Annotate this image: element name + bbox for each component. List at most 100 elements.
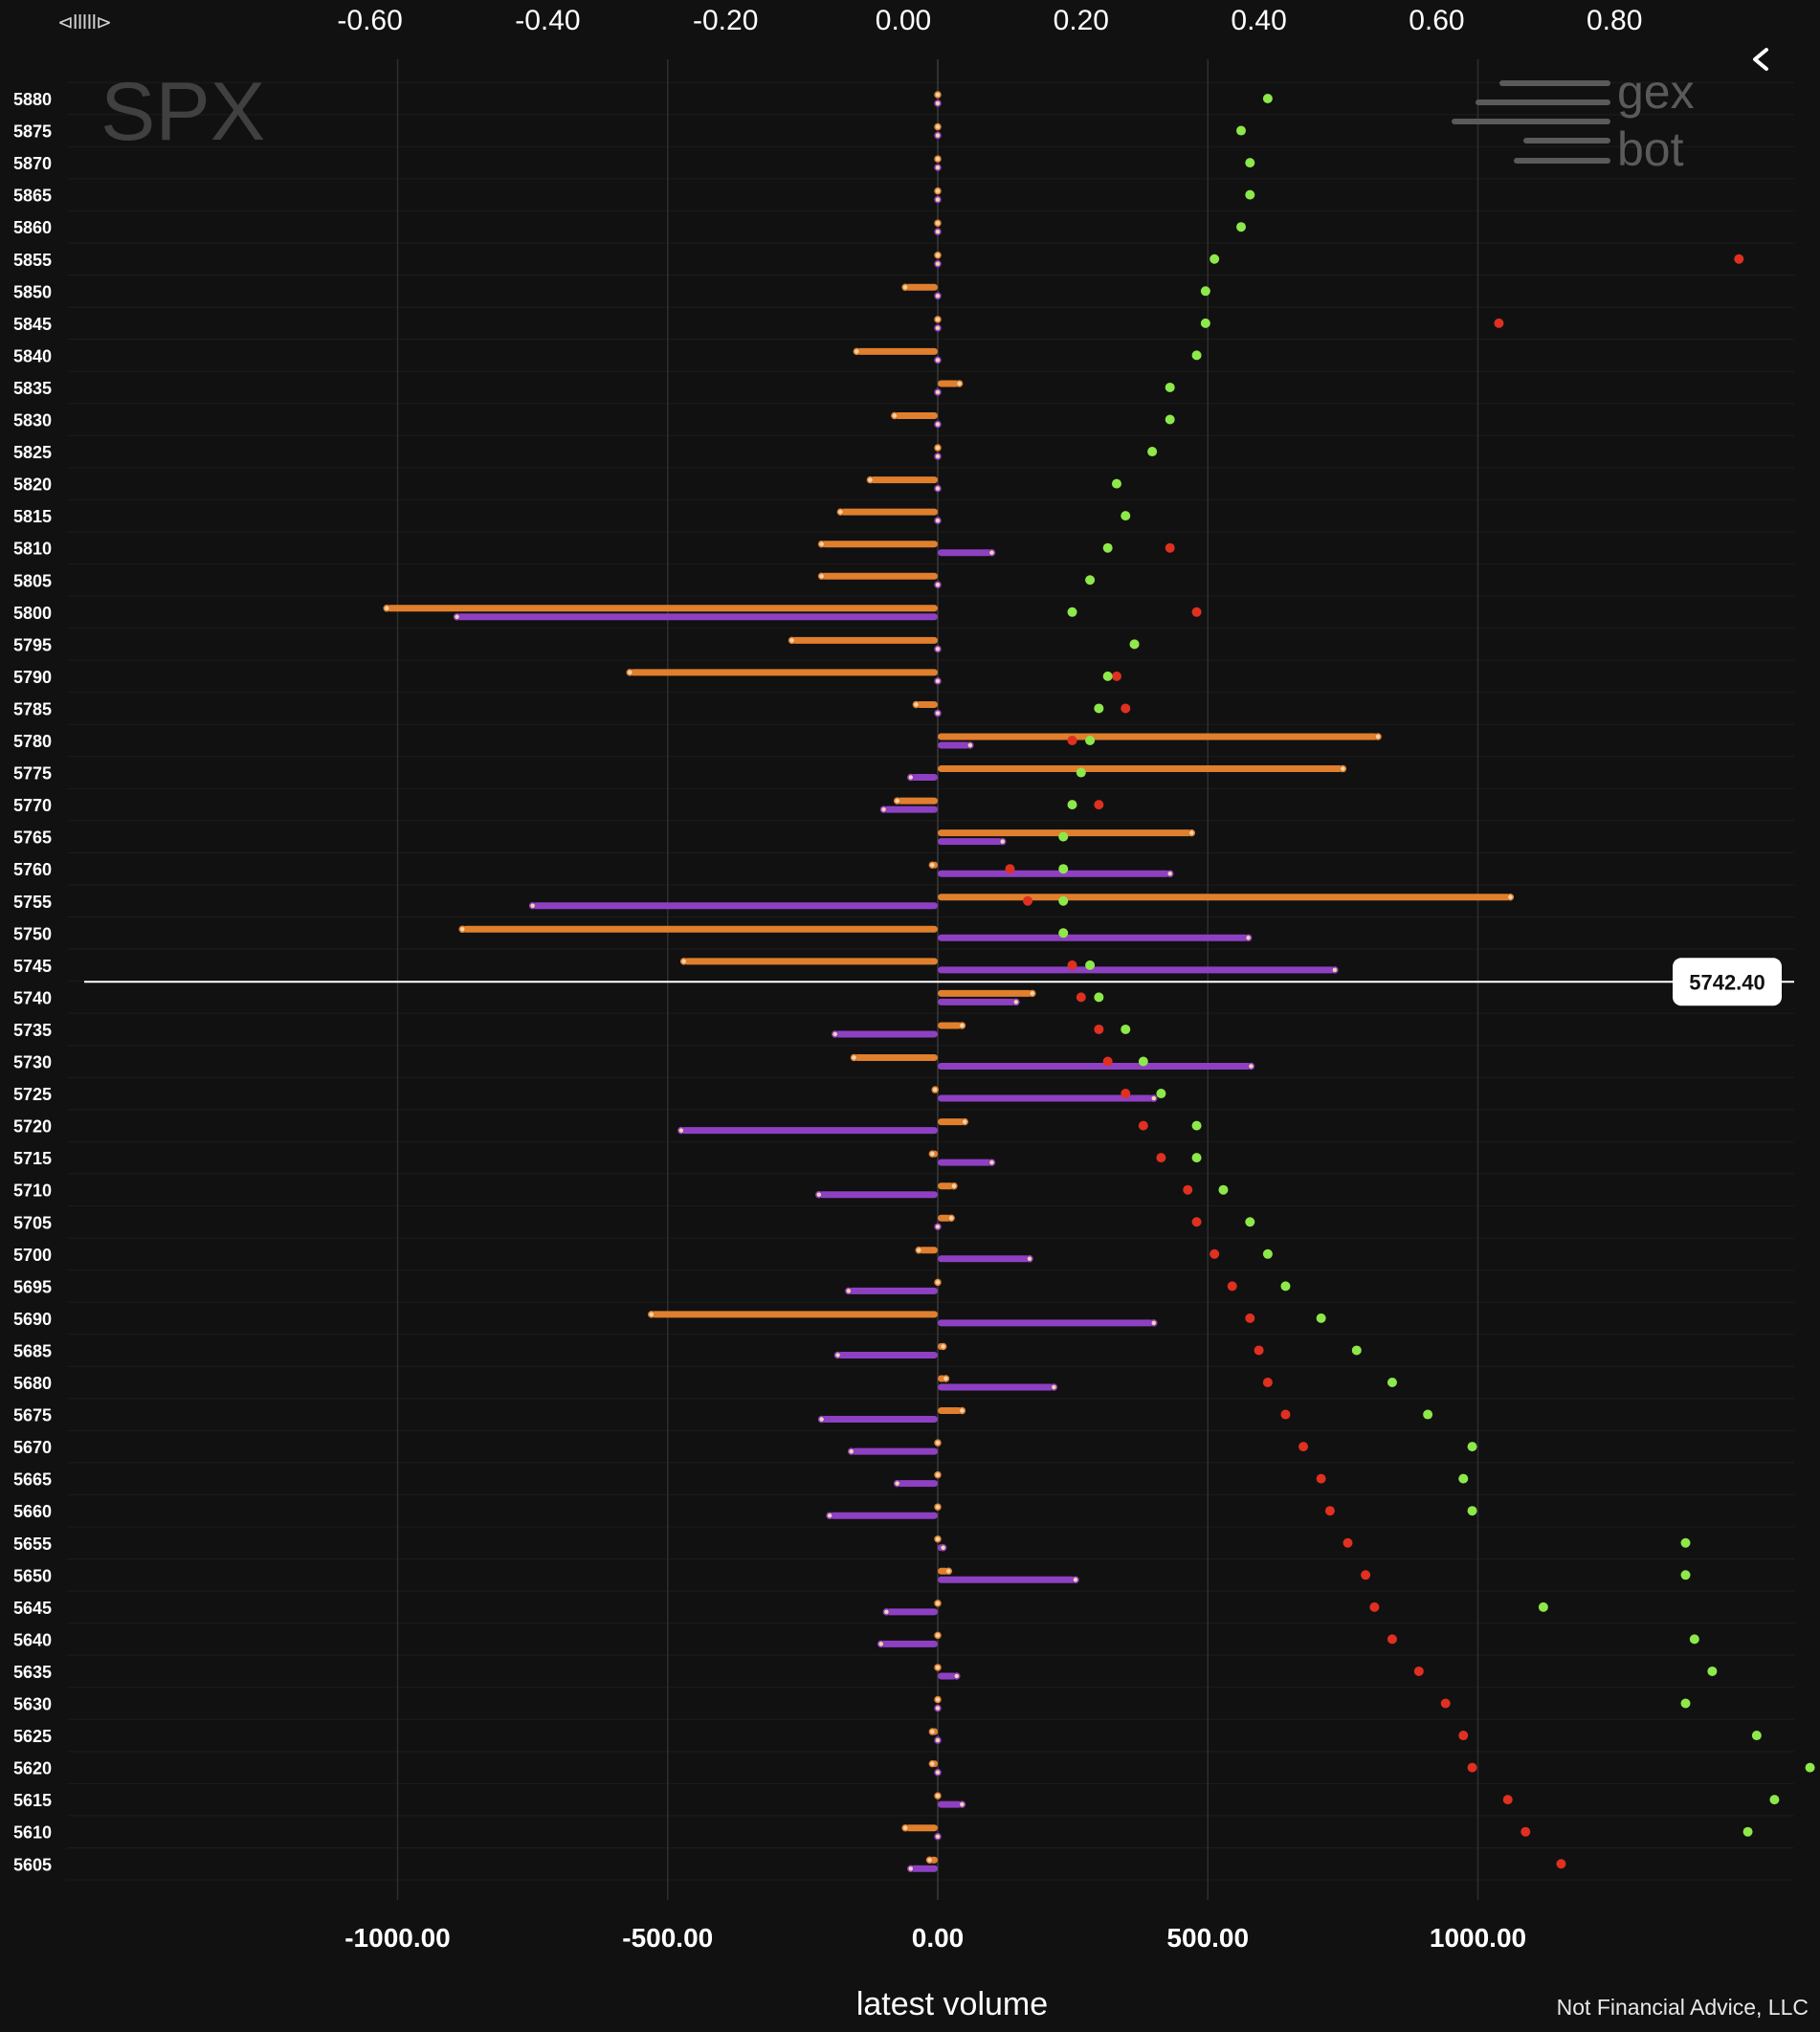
strike-label: 5800: [13, 604, 52, 623]
series-point: [1023, 895, 1033, 906]
series-point: [1165, 382, 1175, 392]
bar-endpoint: [934, 420, 942, 429]
bar-endpoint: [907, 1865, 915, 1872]
bar-endpoint: [934, 1792, 942, 1800]
volume-bar: [938, 1800, 963, 1808]
bar-endpoint: [1072, 1576, 1079, 1584]
bar-endpoint: [877, 1640, 885, 1648]
bar-endpoint: [934, 388, 942, 396]
strike-label: 5690: [13, 1310, 52, 1329]
strike-label: 5625: [13, 1727, 52, 1746]
series-point: [1361, 1570, 1371, 1580]
series-point: [1343, 1537, 1353, 1548]
bar-endpoint: [988, 548, 996, 557]
strike-label: 5640: [13, 1630, 52, 1649]
strike-label: 5605: [13, 1855, 52, 1874]
bar-endpoint: [850, 1053, 858, 1062]
series-point: [1316, 1473, 1326, 1484]
series-point: [1156, 1089, 1166, 1099]
bar-endpoint: [958, 1800, 966, 1808]
series-point: [1058, 831, 1069, 842]
series-point: [1734, 254, 1744, 264]
series-point: [1680, 1537, 1691, 1548]
volume-bar: [830, 1512, 938, 1519]
series-point: [1067, 607, 1077, 617]
strike-label: 5880: [13, 90, 52, 109]
collapse-toggle[interactable]: ⊲IIIII⊳: [57, 11, 112, 33]
series-point: [1191, 1153, 1202, 1163]
bar-endpoint: [934, 1631, 942, 1640]
volume-bar: [938, 1063, 1252, 1070]
series-point: [1520, 1826, 1531, 1837]
series-point: [1121, 1089, 1131, 1099]
strike-label: 5695: [13, 1277, 52, 1296]
bar-endpoint: [988, 1159, 996, 1166]
volume-bar: [821, 572, 938, 580]
strike-label: 5770: [13, 796, 52, 815]
series-points: [1005, 94, 1815, 1869]
strike-label: 5805: [13, 571, 52, 590]
volume-bar: [938, 1159, 992, 1166]
series-point: [1191, 1120, 1202, 1131]
bar-endpoint: [934, 228, 942, 235]
strike-label: 5775: [13, 764, 52, 784]
volume-bar: [938, 894, 1511, 901]
strike-label: 5795: [13, 635, 52, 654]
bar-endpoint: [934, 453, 942, 460]
volume-bar: [905, 283, 938, 291]
strike-label: 5750: [13, 924, 52, 943]
bar-endpoint: [1026, 1255, 1033, 1263]
volume-bar: [456, 613, 938, 621]
series-point: [1094, 1024, 1104, 1034]
bar-endpoint: [944, 1567, 953, 1576]
bar-endpoint: [847, 1447, 855, 1455]
series-point: [1138, 1056, 1148, 1067]
series-point: [1262, 1378, 1273, 1387]
series-point: [1805, 1762, 1815, 1773]
bar-endpoint: [458, 925, 466, 934]
row-grid: [67, 81, 1794, 1881]
series-point: [1413, 1666, 1424, 1676]
bar-endpoint: [934, 1223, 942, 1230]
series-point: [1165, 542, 1175, 553]
bar-endpoint: [934, 1768, 942, 1777]
series-point: [1138, 1120, 1148, 1131]
bar-endpoint: [893, 797, 901, 805]
bar-endpoint: [901, 1823, 909, 1832]
volume-bar: [821, 1416, 938, 1424]
series-point: [1111, 478, 1121, 489]
series-point: [1129, 639, 1140, 650]
bar-endpoint: [934, 645, 942, 653]
volume-bars: [383, 91, 1515, 1872]
volume-bar: [938, 1022, 963, 1029]
volume-bar: [938, 1118, 965, 1126]
series-point: [1191, 1217, 1202, 1227]
series-point: [1245, 1217, 1255, 1227]
series-point: [1094, 800, 1104, 810]
volume-bar: [462, 925, 938, 933]
volume-bar: [897, 1480, 938, 1488]
series-point: [1085, 736, 1096, 745]
volume-bar: [938, 765, 1343, 773]
series-point: [1680, 1570, 1691, 1580]
volume-bar: [916, 700, 938, 708]
series-point: [1076, 767, 1086, 778]
x-tick-label: -1000.00: [344, 1923, 451, 1953]
series-point: [1076, 992, 1086, 1003]
bar-endpoint: [893, 1479, 901, 1488]
series-point: [1121, 511, 1131, 521]
bar-endpoint: [934, 677, 942, 685]
strike-label: 5745: [13, 957, 52, 976]
volume-bar: [938, 1383, 1054, 1391]
bar-endpoint: [934, 195, 942, 204]
bar-endpoint: [934, 252, 942, 259]
volume-bar: [919, 1247, 938, 1254]
volume-bar: [938, 741, 970, 749]
bar-endpoint: [831, 1030, 839, 1038]
watermark: SPX gex bot: [100, 65, 1695, 176]
bar-endpoint: [788, 636, 796, 645]
back-button[interactable]: [1753, 48, 1768, 71]
bar-endpoint: [955, 380, 964, 387]
strike-label: 5620: [13, 1759, 52, 1778]
strike-label: 5715: [13, 1149, 52, 1168]
